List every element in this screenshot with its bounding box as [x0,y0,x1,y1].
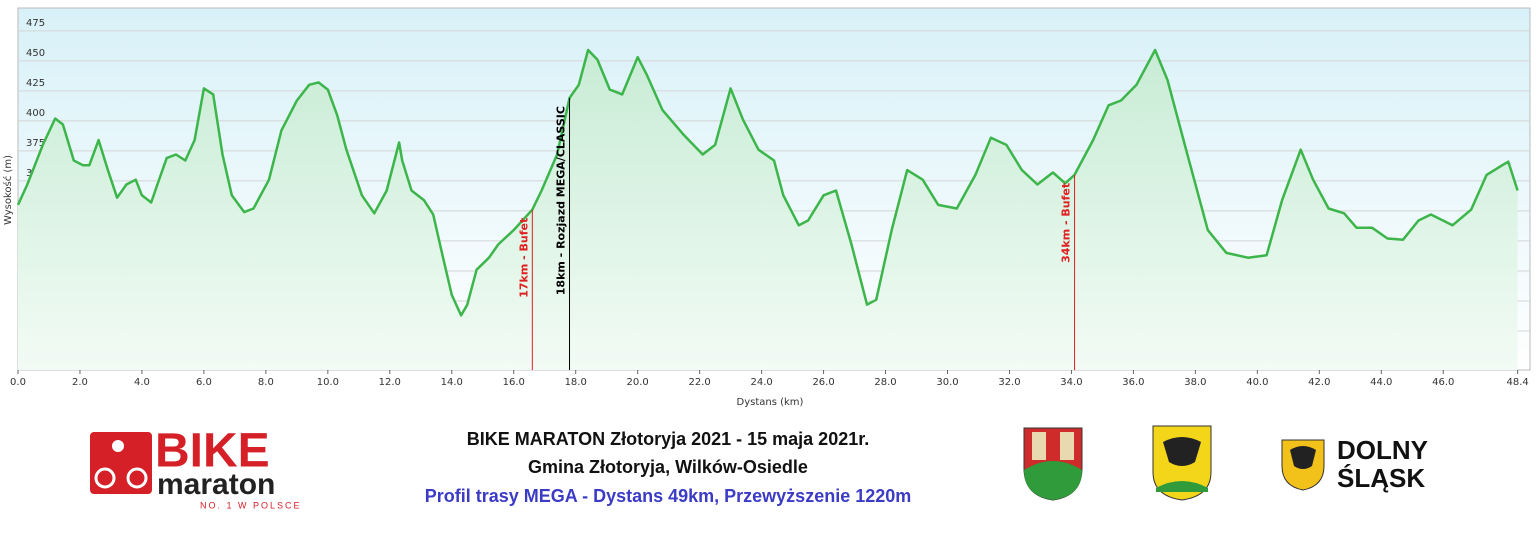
y-tick-label: 375 [26,138,45,149]
x-tick-label: 40.0 [1246,377,1268,388]
x-tick-label: 46.0 [1432,377,1454,388]
x-axis-label: Dystans (km) [737,397,804,408]
coat-of-arms [1152,425,1212,501]
area [18,50,1518,370]
annotation-label: 18km - Rozjazd MEGA/CLASSIC [555,106,568,295]
shield [1060,432,1074,460]
x-tick-label: 34.0 [1060,377,1082,388]
x-tick-label: 28.0 [874,377,896,388]
x-tick-label: 20.0 [627,377,649,388]
y-axis-label: Wysokość (m) [2,155,14,225]
x-tick-label: 36.0 [1122,377,1144,388]
footer-location: Gmina Złotoryja, Wilków-Osiedle [528,457,808,477]
y-tick-label: 475 [26,18,45,29]
x-tick-label: 2.0 [72,377,88,388]
plot: 2252502753003253503754004254504750.02.04… [10,18,1530,388]
footer-title: BIKE MARATON Złotoryja 2021 - 15 maja 20… [467,429,870,449]
x-tick-label: 38.0 [1184,377,1206,388]
logo-icon [90,432,152,494]
x-tick-label: 30.0 [936,377,958,388]
logo-text: maraton [157,468,275,501]
x-tick-label: 18.0 [565,377,587,388]
y-tick-label: 425 [26,78,45,89]
x-tick-label: 44.0 [1370,377,1392,388]
coat-of-arms [1023,427,1083,501]
line [16,48,1519,317]
annotation-label: 34km - Bufet [1060,183,1073,263]
eagle [1290,446,1316,469]
x-tick-label: 8.0 [258,377,274,388]
shield [1032,432,1046,460]
x-tick-label: 6.0 [196,377,212,388]
logo-icon [94,467,116,489]
logo-icon [112,440,124,452]
logo-icon [126,467,148,489]
x-tick-label: 0.0 [10,377,26,388]
logo-text: NO. 1 W POLSCE [200,500,302,510]
y-tick-label: 400 [26,108,45,119]
y-tick-label: 450 [26,48,45,59]
x-tick-label: 14.0 [441,377,463,388]
x-tick-label: 12.0 [379,377,401,388]
region-text: DOLNY [1337,435,1428,465]
x-tick-label: 24.0 [750,377,772,388]
x-tick-label: 26.0 [812,377,834,388]
bike-logo: BIKE maraton NO. 1 W POLSCE [90,425,302,510]
annotation-label: 17km - Bufet [517,218,530,298]
x-tick-label: 10.0 [317,377,339,388]
footer-profile: Profil trasy MEGA - Dystans 49km, Przewy… [425,486,912,506]
region-logo: DOLNY ŚLĄSK [1281,435,1428,493]
x-tick-label: 32.0 [998,377,1020,388]
x-tick-label: 4.0 [134,377,150,388]
logo-text: BIKE [155,425,270,478]
x-tick-label: 42.0 [1308,377,1330,388]
eagle [1163,437,1201,466]
hills [1156,481,1208,492]
region-text: ŚLĄSK [1337,463,1425,493]
x-tick-label: 16.0 [503,377,525,388]
x-tick-label: 48.4 [1506,377,1528,388]
shield [1024,461,1082,500]
x-tick-label: 22.0 [689,377,711,388]
